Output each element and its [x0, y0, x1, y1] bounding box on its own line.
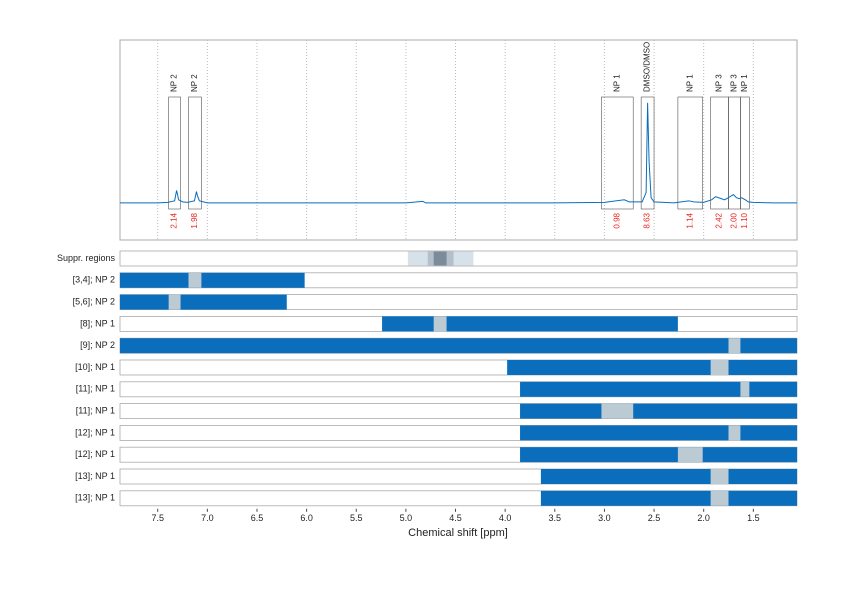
gap	[601, 403, 634, 419]
gap	[168, 294, 181, 310]
integration-region	[740, 96, 750, 210]
row-label: [5,6]; NP 2	[73, 296, 115, 306]
row-label: [10]; NP 1	[75, 362, 115, 372]
x-tick-label: 4.5	[449, 513, 462, 523]
gap	[710, 490, 729, 506]
integration-region	[677, 96, 703, 210]
x-tick-label: 2.5	[648, 513, 661, 523]
region-label: NP 3	[715, 74, 724, 92]
range-bar	[120, 272, 305, 288]
region-label: NP 2	[190, 74, 199, 92]
region-label: NP 1	[612, 74, 621, 92]
integration-region	[188, 96, 202, 210]
region-label: NP 3	[730, 74, 739, 92]
gap	[188, 272, 202, 288]
x-tick-label: 3.5	[549, 513, 562, 523]
x-axis-label: Chemical shift [ppm]	[408, 527, 508, 539]
integral-label: 2.00	[730, 212, 739, 228]
row-label: [9]; NP 2	[80, 340, 115, 350]
x-tick-label: 3.0	[598, 513, 611, 523]
range-bar	[507, 360, 797, 375]
integral-label: 2.14	[170, 212, 179, 228]
x-tick-label: 7.5	[151, 513, 164, 523]
range-bar	[520, 425, 797, 441]
range-bar	[520, 381, 797, 397]
integral-label: 2.42	[715, 212, 724, 228]
region-label: NP 2	[170, 74, 179, 92]
x-tick-label: 5.5	[350, 513, 363, 523]
x-tick-label: 4.0	[499, 513, 512, 523]
range-bar	[120, 294, 287, 310]
gap	[433, 316, 447, 332]
x-tick-label: 5.0	[400, 513, 413, 523]
integral-label: 1.10	[740, 212, 749, 228]
range-bar	[120, 338, 797, 354]
gap	[728, 338, 741, 354]
row-label: [11]; NP 1	[76, 384, 115, 394]
row-label: [13]; NP 1	[75, 493, 115, 503]
integral-label: 1.14	[685, 212, 694, 228]
spectrum-frame	[119, 39, 798, 241]
row-label: [12]; NP 1	[75, 449, 115, 459]
integration-region	[640, 96, 655, 210]
x-tick-label: 1.5	[747, 513, 760, 523]
row-label: [12]; NP 1	[75, 427, 115, 437]
range-bar	[540, 469, 797, 484]
gap	[710, 360, 729, 375]
integral-label: 1.98	[190, 212, 199, 228]
range-bar	[540, 490, 797, 506]
row-label: [8]; NP 1	[80, 318, 115, 328]
row-label: Suppr. regions	[57, 253, 116, 263]
integral-label: 0.98	[612, 212, 621, 228]
x-tick-label: 2.0	[697, 513, 710, 523]
suppressed-band	[433, 251, 447, 266]
gap	[710, 469, 729, 484]
x-tick-label: 6.0	[300, 513, 313, 523]
region-label: DMSO/DMSO	[643, 42, 652, 92]
range-bar	[520, 447, 797, 463]
range-bar	[382, 316, 678, 332]
gap	[728, 425, 741, 441]
spectrum-line	[120, 102, 797, 204]
region-label: NP 1	[740, 74, 749, 92]
integral-label: 8.63	[643, 212, 652, 228]
row-label: [3,4]; NP 2	[73, 275, 115, 285]
row-label: [13]; NP 1	[75, 471, 115, 481]
x-tick-label: 7.0	[201, 513, 214, 523]
integration-region	[168, 96, 181, 210]
integration-region	[601, 96, 634, 210]
row-label: [11]; NP 1	[76, 405, 115, 415]
integration-region	[710, 96, 729, 210]
gap	[740, 381, 750, 397]
range-bar	[520, 403, 797, 419]
x-tick-label: 6.5	[251, 513, 264, 523]
integration-region	[728, 96, 741, 210]
gap	[677, 447, 703, 463]
region-label: NP 1	[685, 74, 694, 92]
